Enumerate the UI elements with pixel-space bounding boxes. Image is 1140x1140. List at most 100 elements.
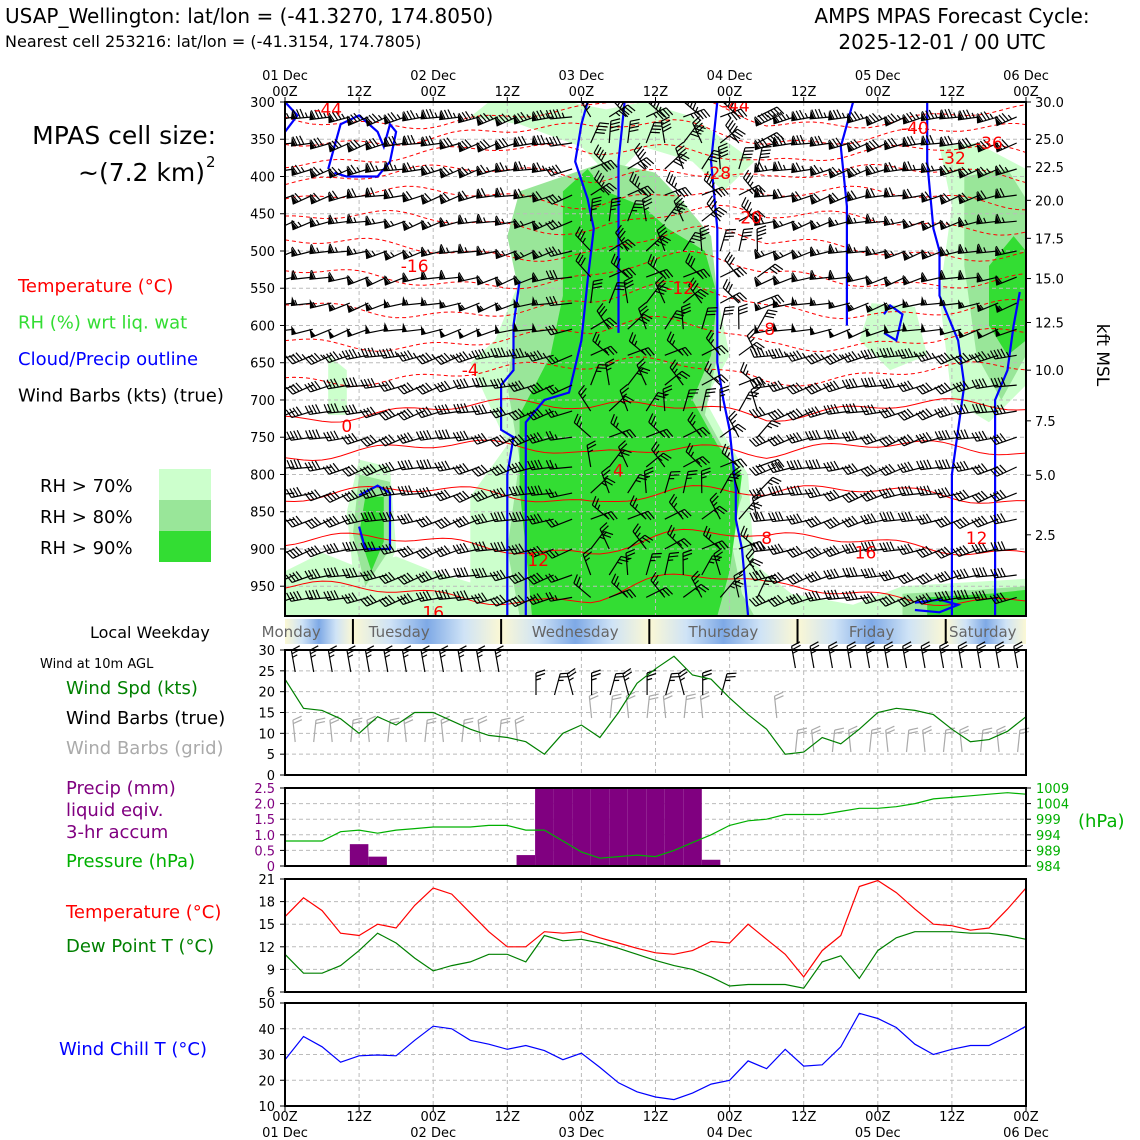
barb-full — [536, 135, 542, 145]
barb-full — [308, 405, 314, 415]
barb-full — [409, 109, 416, 119]
barb-staff — [285, 250, 295, 260]
barb-full — [419, 488, 425, 498]
barb-full — [292, 136, 298, 146]
barb-staff — [401, 328, 424, 333]
barb-half — [554, 463, 558, 469]
x-tick-hour: 00Z — [865, 1110, 891, 1125]
barb-flag — [309, 168, 316, 178]
barb-full — [346, 275, 354, 284]
wind-barb — [878, 406, 906, 419]
wind-barb — [420, 325, 443, 336]
barb-half — [816, 221, 821, 227]
barb-full — [598, 305, 606, 315]
barb-full — [331, 166, 339, 175]
barb-full — [474, 594, 481, 603]
barb-staff — [551, 518, 573, 528]
barb-full — [641, 536, 651, 544]
barb-full — [388, 408, 396, 417]
barb-half — [663, 393, 669, 397]
barb-full — [293, 719, 303, 725]
barb-half — [430, 166, 435, 172]
barb-full — [626, 430, 633, 439]
barb-staff — [628, 340, 647, 356]
barb-full — [512, 486, 518, 496]
barb-full — [363, 489, 370, 498]
barb-flag — [291, 247, 297, 257]
barb-flag — [457, 302, 464, 312]
barb-full — [737, 423, 747, 431]
barb-full — [749, 348, 755, 358]
wind-barb — [346, 327, 369, 338]
barb-flag — [457, 168, 464, 178]
barb-staff — [627, 367, 642, 386]
barb-full — [422, 269, 428, 280]
barb-full — [422, 407, 429, 416]
grid-wind-barb — [403, 715, 414, 743]
y-tick-label: 950 — [250, 580, 275, 595]
barb-full — [462, 490, 470, 499]
barb-full — [304, 383, 311, 393]
barb-full — [601, 466, 610, 473]
weekday-name: Friday — [849, 623, 895, 641]
barb-full — [291, 246, 298, 256]
barb-full — [493, 542, 499, 552]
barb-staff — [666, 180, 684, 196]
grid-wind-barb — [794, 727, 808, 753]
barb-full — [628, 267, 637, 276]
cell-subtitle: Nearest cell 253216: lat/lon = (-41.3154… — [5, 32, 421, 51]
y2-tick-label: 15.0 — [1035, 273, 1064, 288]
barb-full — [360, 379, 366, 389]
wind-barb — [920, 220, 943, 231]
barb-full — [345, 405, 351, 415]
barb-full — [456, 591, 462, 601]
barb-full — [285, 574, 293, 583]
barb-half — [599, 188, 605, 193]
wind-barb — [804, 546, 832, 559]
barb-half — [485, 166, 490, 172]
barb-staff — [514, 436, 536, 447]
barb-full — [651, 128, 662, 131]
barb-flag — [531, 322, 537, 332]
barb-staff — [664, 186, 686, 196]
barb-staff — [623, 281, 629, 304]
barb-full — [512, 348, 518, 358]
barb-full — [441, 429, 447, 439]
wind-barb — [489, 463, 517, 477]
isotherm-label: -40 — [901, 119, 929, 139]
wind-barb — [575, 226, 592, 252]
barb-full — [545, 326, 552, 336]
barb-full — [639, 473, 649, 478]
barb-staff — [514, 596, 536, 608]
wind-barb — [545, 573, 573, 583]
wind-barb — [452, 462, 480, 475]
y-tick-label: 15 — [258, 918, 275, 933]
barb-flag — [420, 325, 427, 335]
barb-flag — [495, 324, 500, 334]
barb-full — [456, 431, 462, 441]
barb-staff — [383, 194, 406, 200]
barb-full — [549, 109, 555, 119]
wind-barb — [365, 162, 387, 173]
isotherm — [285, 119, 1026, 147]
barb-full — [700, 691, 710, 697]
barb-full — [424, 164, 432, 174]
barb-flag — [402, 192, 408, 202]
barb-full — [326, 353, 333, 362]
barb-full — [333, 590, 339, 600]
barb-full — [271, 384, 277, 393]
barb-staff — [457, 410, 480, 414]
grid-wind-barb — [424, 717, 437, 743]
barb-full — [277, 110, 282, 119]
barb-full — [756, 511, 762, 521]
grid-wind-barb — [329, 715, 340, 743]
barb-full — [309, 194, 318, 202]
barb-half — [597, 504, 601, 510]
barb-full — [508, 575, 516, 584]
wind-barb — [285, 515, 314, 528]
barb-full — [387, 113, 395, 122]
barb-full — [640, 316, 650, 322]
barb-staff — [348, 302, 369, 313]
barb-full — [275, 135, 279, 144]
barb-staff — [285, 548, 295, 558]
